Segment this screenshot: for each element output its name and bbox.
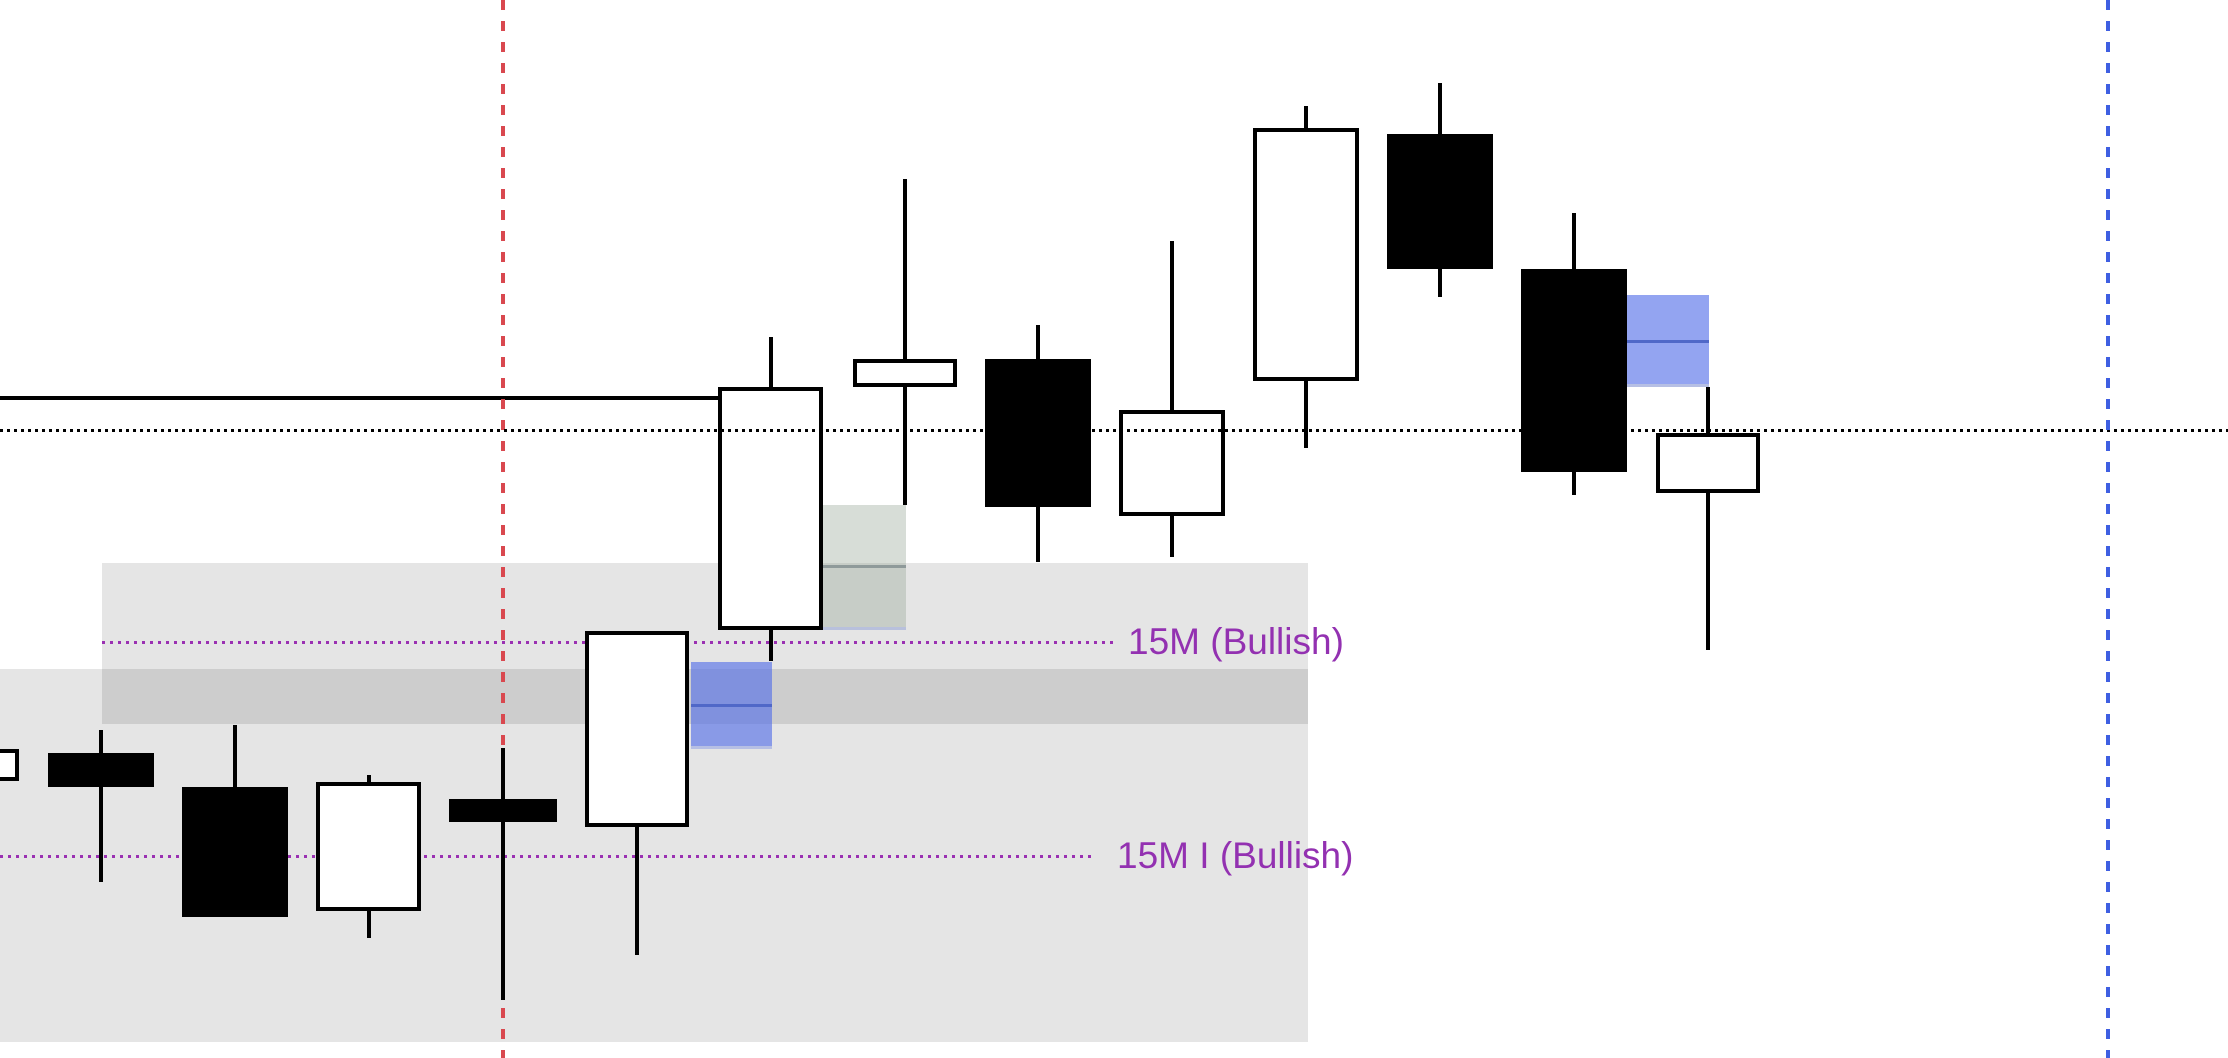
price-line-dotted-purple: [0, 855, 1095, 858]
vertical-line-red-dashed[interactable]: [501, 0, 505, 1058]
candle-body-bullish: [585, 631, 689, 827]
candle-body-bullish: [0, 749, 19, 781]
candle-wick: [501, 748, 505, 1000]
candle-body-bearish: [48, 753, 154, 787]
box-midline: [691, 704, 772, 707]
candle-body-bullish: [1656, 433, 1760, 493]
price-line-label: 15M (Bullish): [1128, 621, 1344, 662]
current-price-dotted-line: [0, 429, 2228, 432]
candle-body-bullish: [718, 387, 823, 630]
candle-body-bullish: [1253, 128, 1359, 381]
candle-body-bullish: [316, 782, 421, 911]
box-midline: [823, 565, 906, 568]
candle-body-bearish: [449, 799, 557, 822]
candle-body-bearish: [985, 359, 1091, 507]
candle-wick: [1706, 387, 1710, 650]
candle-body-bearish: [1521, 269, 1627, 472]
order-block-box-blue: [1627, 295, 1709, 387]
horizontal-ray-line[interactable]: [0, 396, 718, 400]
order-block-box-blue: [691, 662, 772, 749]
candle-body-bearish: [1387, 134, 1493, 269]
candle-wick: [1170, 241, 1174, 557]
candle-body-bullish: [1119, 410, 1225, 516]
candle-body-bullish: [853, 359, 957, 387]
vertical-line-blue-dashed[interactable]: [2106, 0, 2110, 1058]
price-line-label: 15M I (Bullish): [1117, 835, 1354, 876]
box-midline: [1627, 340, 1709, 343]
candle-wick: [99, 730, 103, 882]
order-block-box-green: [823, 505, 906, 630]
candle-wick: [903, 179, 907, 505]
candle-body-bearish: [182, 787, 288, 917]
